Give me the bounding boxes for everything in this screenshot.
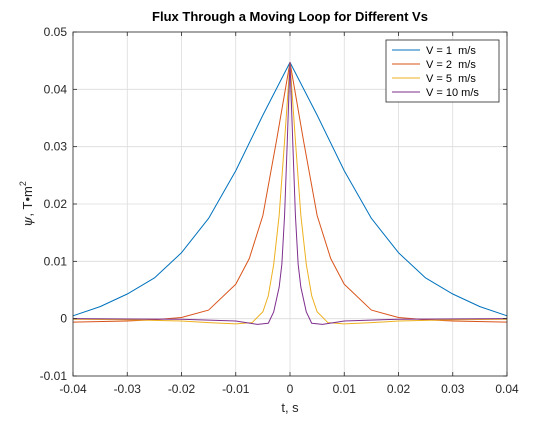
y-tick-label: -0.01 <box>40 369 68 383</box>
legend-label-4: V = 10 m/s <box>426 87 479 99</box>
x-tick-label: 0.01 <box>333 382 357 396</box>
x-tick-label: -0.03 <box>114 382 142 396</box>
y-tick-label: 0.05 <box>44 25 68 39</box>
y-axis-symbol: ψ <box>21 216 36 227</box>
chart-title: Flux Through a Moving Loop for Different… <box>152 9 428 24</box>
legend-label-1: V = 1 m/s <box>426 45 476 57</box>
x-tick-label: -0.02 <box>168 382 196 396</box>
series-line-4 <box>72 61 508 325</box>
y-axis-label: ψ, T•m2 <box>18 181 36 227</box>
legend: V = 1 m/s V = 2 m/s V = 5 m/s V = 10 m/s <box>385 39 500 103</box>
y-tick-label: 0 <box>60 312 67 326</box>
legend-label-2: V = 2 m/s <box>426 59 476 71</box>
x-tick-label: 0.02 <box>387 382 411 396</box>
x-tick-label: 0 <box>287 382 294 396</box>
x-tick-label: 0.03 <box>441 382 465 396</box>
y-tick-label: 0.01 <box>44 254 68 268</box>
legend-label-3: V = 5 m/s <box>426 73 476 85</box>
x-axis-label: t, s <box>281 400 299 415</box>
y-tick-label: 0.03 <box>44 140 68 154</box>
y-axis-exponent: 2 <box>18 181 28 186</box>
x-tick-label: -0.01 <box>222 382 250 396</box>
y-axis-units: , T•m <box>20 186 35 217</box>
y-tick-label: 0.04 <box>44 82 68 96</box>
series-group <box>72 61 508 325</box>
ticks: -0.04 -0.03 -0.02 -0.01 0 0.01 0.02 0.03 0.04 -0.… <box>40 25 519 396</box>
y-tick-label: 0.02 <box>44 197 68 211</box>
x-tick-label: 0.04 <box>495 382 519 396</box>
x-tick-label: -0.04 <box>59 382 87 396</box>
